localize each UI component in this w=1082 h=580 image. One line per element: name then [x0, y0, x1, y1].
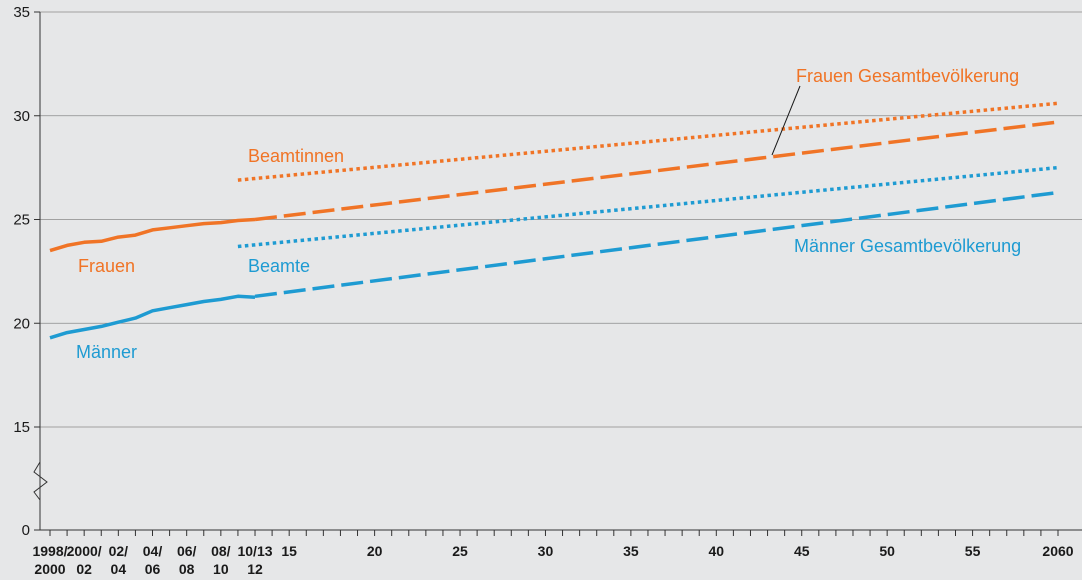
label-beamte: Beamte [248, 256, 310, 276]
x-tick-label-line2: 10 [213, 561, 229, 577]
grid-lines [34, 11, 1082, 531]
x-tick-label: 20 [367, 543, 383, 559]
series-line-beamtinnen [237, 101, 1059, 182]
series-lines [49, 101, 1059, 340]
x-tick-label: 40 [709, 543, 725, 559]
axes [33, 12, 1082, 531]
y-tick-label: 35 [13, 4, 30, 21]
x-tick-label: 45 [794, 543, 810, 559]
label-maenner-gesamtbevoelkerung: Männer Gesamtbevölkerung [794, 236, 1021, 256]
x-tick-label-line2: 12 [247, 561, 263, 577]
x-tick-label-line2: 02 [76, 561, 92, 577]
x-tick-label: 25 [452, 543, 468, 559]
x-tick-label: 1998/ [32, 543, 67, 559]
axis-break-mark [33, 461, 48, 501]
x-tick-label-line2: 2000 [34, 561, 65, 577]
x-tick-label: 02/ [109, 543, 129, 559]
x-tick-label: 08/ [211, 543, 231, 559]
series-labels: Frauen Männer Beamtinnen Beamte Frauen G… [76, 66, 1021, 362]
x-tick-label: 30 [538, 543, 554, 559]
series-line-maenner-gesamtbevoelkerung [254, 190, 1059, 299]
series-line-maenner [49, 294, 256, 340]
y-tick-label: 15 [13, 419, 30, 436]
y-tick-label: 25 [13, 212, 30, 229]
label-frauen: Frauen [78, 256, 135, 276]
label-frauen-gesamtbevoelkerung: Frauen Gesamtbevölkerung [796, 66, 1019, 86]
x-tick-label-line2: 06 [145, 561, 161, 577]
x-tick-label: 2000/ [67, 543, 102, 559]
x-tick-label: 50 [879, 543, 895, 559]
x-tick-label: 2060 [1042, 543, 1073, 559]
x-tick-label: 10/13 [237, 543, 272, 559]
frauen-gesamt-leader-line [771, 85, 801, 156]
y-tick-label: 20 [13, 315, 30, 332]
x-tick-label: 55 [965, 543, 981, 559]
label-beamtinnen: Beamtinnen [248, 146, 344, 166]
series-line-frauen [49, 217, 256, 253]
x-tick-label-line2: 04 [111, 561, 127, 577]
x-tick-label: 04/ [143, 543, 163, 559]
x-tick-label: 35 [623, 543, 639, 559]
x-tick-label: 06/ [177, 543, 197, 559]
series-line-frauen-gesamtbevoelkerung [254, 120, 1059, 222]
y-tick-label: 0 [22, 522, 30, 539]
x-tick-label-line2: 08 [179, 561, 195, 577]
x-tick-label: 15 [281, 543, 297, 559]
series-line-beamte [237, 165, 1059, 249]
y-tick-label: 30 [13, 108, 30, 125]
y-tick-labels: 0 15 20 25 30 35 [13, 4, 30, 539]
label-maenner: Männer [76, 342, 137, 362]
